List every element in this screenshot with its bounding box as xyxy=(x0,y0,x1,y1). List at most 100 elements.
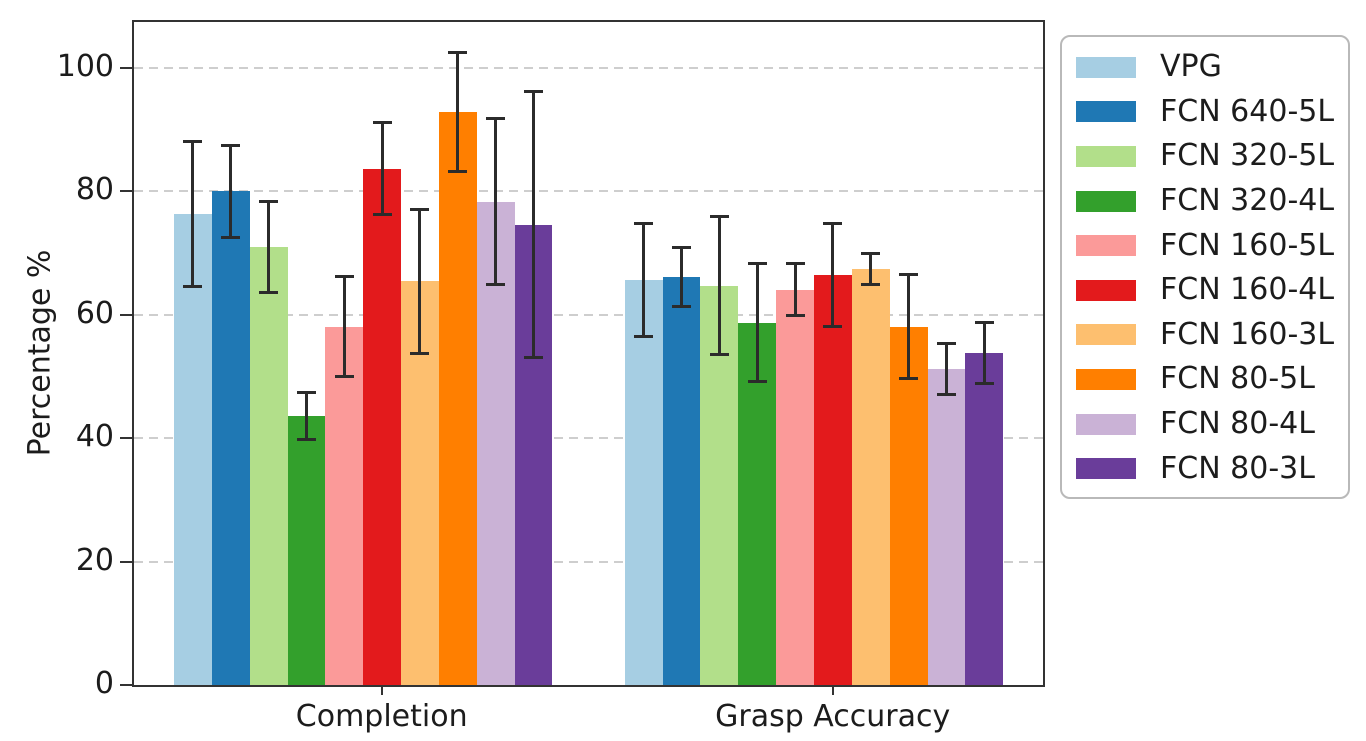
error-bar-line xyxy=(793,261,797,318)
error-bar-cap-bottom xyxy=(823,325,843,329)
error-bar-cap-top xyxy=(672,246,692,250)
y-tick-0 xyxy=(120,684,132,686)
error-bar-cap-bottom xyxy=(372,213,392,217)
y-tick-label-80: 80 xyxy=(75,172,114,208)
error-bar-fcn-80-4l xyxy=(936,341,956,397)
y-tick-80 xyxy=(120,190,132,193)
legend-swatch xyxy=(1076,145,1136,167)
legend-swatch xyxy=(1076,324,1136,346)
error-bar-cap-bottom xyxy=(221,235,241,239)
y-tick-20 xyxy=(120,560,132,563)
error-bar-line xyxy=(907,272,911,381)
gridline-60 xyxy=(134,313,1043,316)
legend-item-fcn-640-5l: FCN 640-5L xyxy=(1062,90,1348,135)
legend-label: FCN 640-5L xyxy=(1160,93,1335,129)
error-bar-fcn-320-5l xyxy=(709,215,729,357)
gridline-40 xyxy=(134,437,1043,440)
bar-fcn-320-4l xyxy=(287,416,326,685)
error-bar-cap-bottom xyxy=(785,314,805,318)
legend-swatch xyxy=(1076,101,1136,123)
error-bar-cap-bottom xyxy=(410,351,430,355)
y-tick-label-0: 0 xyxy=(94,666,114,701)
legend-swatch xyxy=(1076,458,1136,480)
error-bar-line xyxy=(642,221,646,338)
legend-label: FCN 160-4L xyxy=(1160,272,1335,308)
plot-area: 0 20 40 60 80 100 Completion Grasp Accuracy xyxy=(57,20,1045,734)
error-bar-fcn-160-4l xyxy=(372,121,392,217)
bar-fcn-80-4l xyxy=(927,369,966,685)
x-tick-0 xyxy=(380,685,383,695)
bar-vpg xyxy=(174,213,212,685)
legend-swatch xyxy=(1076,56,1136,78)
bar-fcn-80-3l xyxy=(965,353,1004,685)
error-bar-line xyxy=(531,90,535,360)
legend-label: FCN 320-4L xyxy=(1160,183,1335,219)
error-bar-fcn-80-3l xyxy=(974,320,994,386)
error-bar-fcn-80-4l xyxy=(486,117,506,287)
bar-fcn-640-5l xyxy=(662,277,701,685)
legend-item-fcn-320-4l: FCN 320-4L xyxy=(1062,179,1348,224)
error-bar-cap-top xyxy=(936,341,956,345)
error-bar-fcn-160-3l xyxy=(410,208,430,355)
y-tick-label-20: 20 xyxy=(75,542,114,578)
error-bar-cap-top xyxy=(259,200,279,204)
error-bar-fcn-80-5l xyxy=(448,50,468,173)
error-bar-cap-bottom xyxy=(523,356,543,360)
error-bar-fcn-160-3l xyxy=(861,251,881,287)
error-bar-line xyxy=(380,121,384,217)
legend-item-fcn-160-4l: FCN 160-4L xyxy=(1062,268,1348,313)
error-bar-line xyxy=(494,117,498,287)
legend-item-fcn-160-5l: FCN 160-5L xyxy=(1062,223,1348,268)
error-bar-cap-top xyxy=(823,222,843,226)
bar-fcn-160-4l xyxy=(814,275,852,685)
error-bar-cap-bottom xyxy=(259,290,279,294)
bar-fcn-320-5l xyxy=(249,246,288,685)
error-bar-fcn-320-4l xyxy=(296,390,316,442)
legend-item-fcn-160-3l: FCN 160-3L xyxy=(1062,313,1348,358)
legend-label: FCN 160-5L xyxy=(1160,227,1335,263)
legend-item-fcn-80-5l: FCN 80-5L xyxy=(1062,357,1348,402)
legend-swatch xyxy=(1076,368,1136,390)
bar-fcn-160-5l xyxy=(776,289,814,685)
error-bar-line xyxy=(456,50,460,173)
y-tick-label-100: 100 xyxy=(56,49,114,84)
error-bar-line xyxy=(982,320,986,386)
error-bar-cap-bottom xyxy=(974,382,994,386)
x-tick-label-1: Grasp Accuracy xyxy=(715,699,951,734)
legend-label: VPG xyxy=(1160,49,1222,85)
error-bar-line xyxy=(229,143,233,239)
bar-fcn-160-3l xyxy=(851,269,890,685)
error-bar-line xyxy=(717,215,721,357)
gridline-100 xyxy=(134,67,1043,69)
error-bar-line xyxy=(680,246,684,308)
error-bar-fcn-160-5l xyxy=(785,261,805,318)
error-bar-cap-top xyxy=(410,208,430,212)
error-bar-line xyxy=(944,341,948,397)
y-tick-label-60: 60 xyxy=(75,295,114,331)
error-bar-line xyxy=(342,274,346,379)
error-bar-cap-bottom xyxy=(334,375,354,379)
error-bar-cap-top xyxy=(899,272,919,276)
error-bar-cap-bottom xyxy=(672,305,692,308)
error-bar-cap-bottom xyxy=(861,283,881,287)
error-bar-fcn-320-5l xyxy=(259,200,279,294)
error-bar-line xyxy=(831,222,835,329)
error-bar-cap-top xyxy=(861,251,881,255)
error-bar-line xyxy=(755,262,759,384)
error-bar-line xyxy=(191,139,195,288)
error-bar-line xyxy=(869,251,873,287)
error-bar-cap-bottom xyxy=(936,393,956,397)
error-bar-cap-top xyxy=(296,390,316,394)
error-bar-cap-bottom xyxy=(709,353,729,357)
legend-item-fcn-80-3l: FCN 80-3L xyxy=(1062,446,1348,491)
error-bar-fcn-640-5l xyxy=(221,143,241,239)
error-bar-cap-bottom xyxy=(486,283,506,287)
error-bar-cap-top xyxy=(183,139,203,143)
error-bar-fcn-640-5l xyxy=(672,246,692,308)
error-bar-cap-top xyxy=(372,121,392,125)
legend-label: FCN 320-5L xyxy=(1160,138,1335,174)
error-bar-cap-top xyxy=(523,90,543,94)
y-tick-40 xyxy=(120,437,132,440)
gridline-80 xyxy=(134,190,1043,193)
